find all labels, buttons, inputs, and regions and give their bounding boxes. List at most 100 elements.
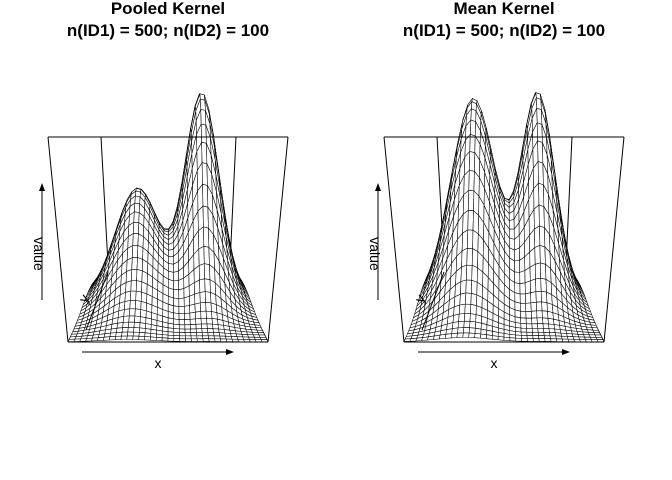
surface-facet: [168, 256, 174, 265]
surface-facet: [133, 327, 140, 333]
surface-facet: [470, 119, 476, 137]
surface-facet: [542, 317, 549, 325]
surface-facet: [457, 327, 465, 334]
surface-facet: [131, 257, 138, 270]
surface-facet: [200, 317, 208, 325]
surface-facet: [184, 332, 192, 337]
surface-facet: [470, 292, 478, 306]
surface-facet: [561, 335, 569, 340]
surface-facet: [138, 332, 146, 337]
surface-facet: [109, 332, 117, 337]
surface-facet: [140, 309, 147, 319]
surface-facet: [514, 247, 520, 262]
surface-facet: [537, 140, 544, 164]
surface-facet: [114, 335, 122, 340]
surface-facet: [525, 311, 532, 319]
surface-facet: [199, 291, 206, 304]
surface-facet: [144, 332, 152, 338]
surface-facet: [179, 338, 186, 342]
z-axis-label: value: [31, 237, 47, 271]
surface-facet: [173, 335, 180, 339]
surface-mesh: [403, 92, 605, 343]
surface-facet: [206, 317, 213, 325]
surface-facet: [207, 328, 214, 333]
surface-facet: [202, 183, 209, 208]
surface-facet: [503, 336, 511, 341]
surface-facet: [468, 170, 475, 192]
surface-facet: [526, 323, 533, 329]
surface-facet: [467, 229, 474, 249]
surface-facet: [184, 328, 192, 333]
surface-facet: [139, 327, 146, 334]
surface-facet: [132, 331, 140, 337]
surface-facet: [467, 209, 474, 231]
surface-facet: [155, 337, 163, 341]
surface-facet: [184, 319, 191, 326]
surface-facet: [461, 247, 468, 268]
surface-facet: [520, 302, 527, 312]
surface-facet: [460, 264, 468, 282]
surface-facet: [225, 338, 234, 342]
surface-facet: [540, 290, 548, 304]
surface-facet: [202, 338, 210, 342]
surface-facet: [137, 245, 144, 260]
surface-facet: [190, 335, 198, 340]
surface-facet: [525, 302, 532, 312]
surface-facet: [471, 279, 478, 296]
surface-facet: [213, 335, 221, 340]
surface-facet: [161, 337, 169, 342]
surface-facet: [530, 278, 537, 294]
surface-facet: [543, 335, 551, 339]
surface-facet: [191, 338, 198, 342]
surface-facet: [102, 336, 111, 341]
surface-facet: [537, 161, 544, 186]
surface-facet: [115, 331, 123, 337]
surface-facet: [534, 225, 541, 248]
surface-facet: [168, 248, 174, 257]
surface-facet: [204, 263, 211, 281]
x-axis-label: x: [491, 355, 498, 371]
surface-facet: [200, 109, 207, 126]
plot-subtitle: n(ID1) = 500; n(ID2) = 100: [402, 21, 606, 40]
surface-facet: [200, 310, 207, 319]
y-axis-arrow: [421, 271, 445, 331]
surface-facet: [547, 310, 554, 320]
surface-facet: [127, 321, 135, 328]
surface-facet: [537, 323, 544, 329]
surface-facet: [472, 229, 479, 253]
surface-facet: [195, 328, 203, 333]
surface-facet: [211, 318, 219, 325]
plot-panel-pooled: Pooled Kernel n(ID1) = 500; n(ID2) = 100…: [31, 0, 289, 371]
surface-facet: [124, 300, 131, 310]
x-arrow-head: [226, 349, 234, 355]
surface-facet: [520, 317, 527, 325]
surface-facet: [127, 327, 135, 333]
surface-facet: [173, 280, 179, 291]
surface-facet: [450, 332, 458, 339]
surface-facet: [201, 323, 208, 329]
surface-facet: [173, 305, 180, 314]
plot-panel-mean: Mean Kernel n(ID1) = 500; n(ID2) = 100 x…: [336, 0, 672, 480]
surface-facet: [538, 204, 545, 228]
surface-facet: [525, 317, 533, 325]
surface-facet: [466, 264, 473, 281]
surface-facet: [126, 331, 134, 337]
surface-facet: [121, 331, 129, 337]
surface-facet: [465, 292, 472, 305]
surface-facet: [207, 332, 215, 337]
x-arrow-head: [562, 349, 570, 355]
surface-facet: [530, 291, 537, 304]
surface-facet: [203, 245, 210, 266]
surface-facet: [453, 304, 461, 316]
surface-facet: [536, 317, 544, 324]
surface-facet: [115, 327, 123, 333]
plot-title: Mean Kernel: [453, 0, 555, 18]
surface-facet: [128, 315, 136, 323]
surface-facet: [543, 332, 551, 337]
surface-facet: [469, 313, 477, 323]
surface-facet: [459, 292, 467, 306]
surface-facet: [537, 328, 545, 333]
surface-facet: [468, 327, 476, 334]
surface-facet: [134, 315, 141, 323]
surface-facet: [514, 260, 520, 273]
